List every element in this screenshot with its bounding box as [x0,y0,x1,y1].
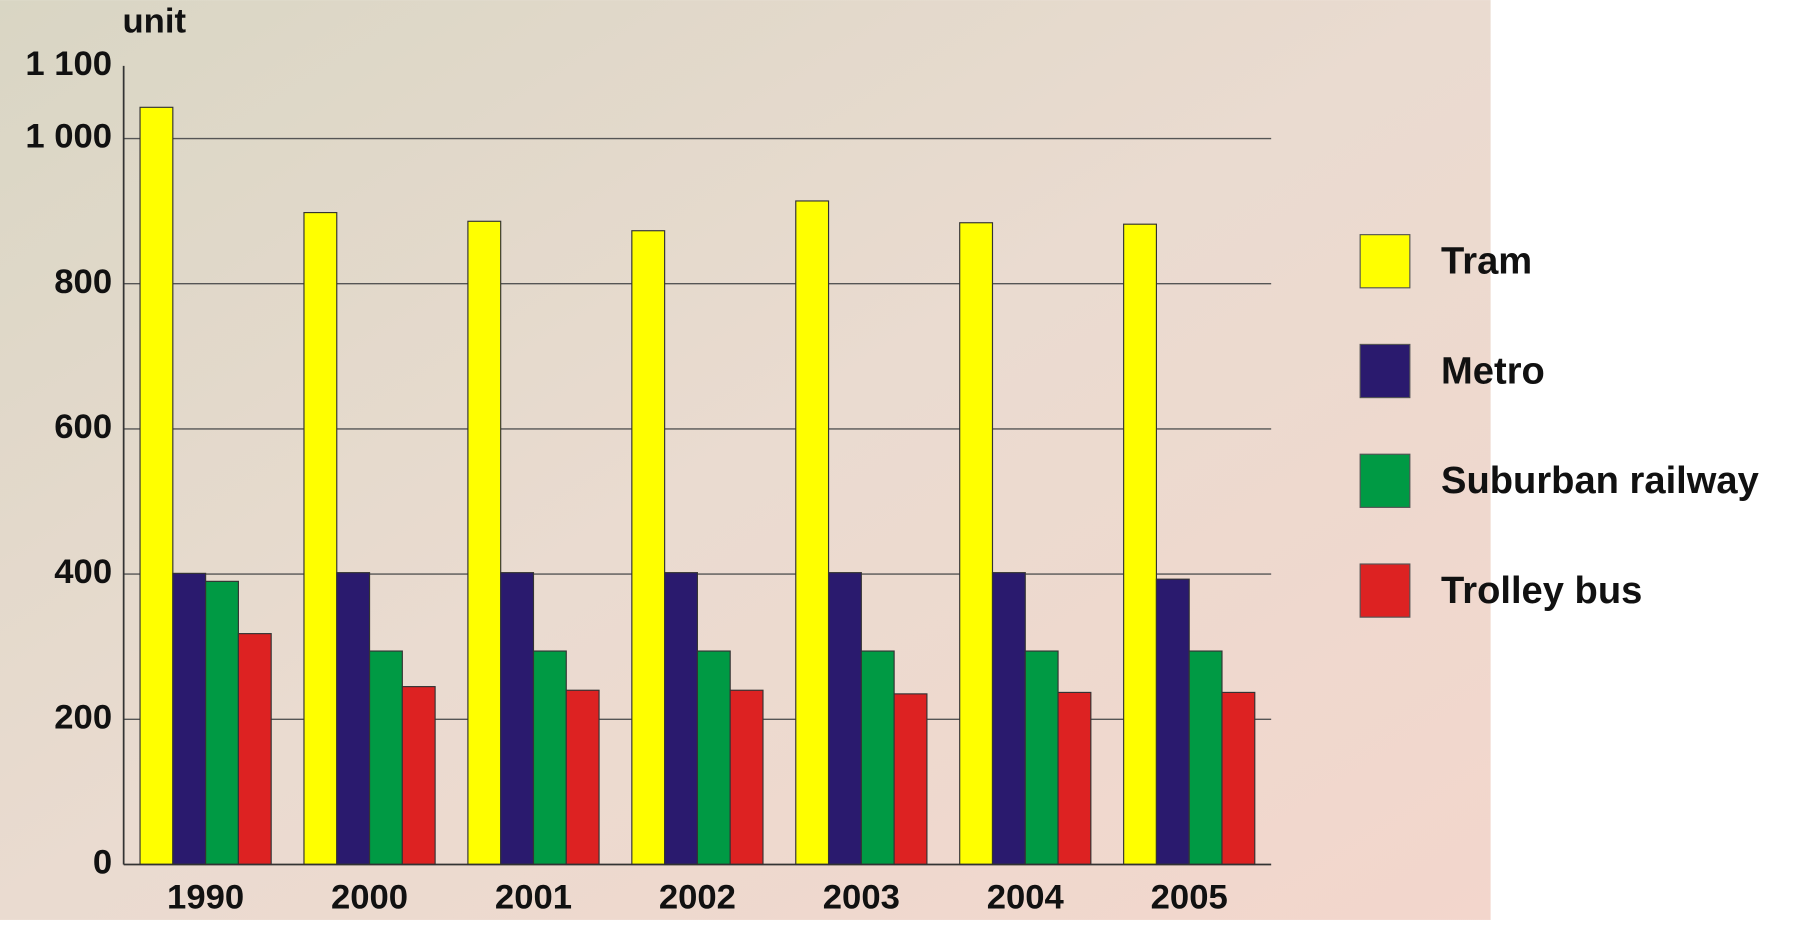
y-tick-label: 1 100 [25,45,112,83]
legend-swatch [1359,343,1411,399]
bar [1188,650,1223,866]
bar [532,650,567,866]
bar [696,650,731,866]
bar [237,633,272,866]
x-tick-label: 2003 [823,878,900,916]
bar [1123,223,1157,866]
bar [959,222,994,866]
legend-swatch [1359,234,1411,289]
bar [368,650,403,866]
y-tick-label: 400 [54,553,112,591]
x-tick-label: 2001 [495,878,572,916]
bar [827,572,862,866]
bar [303,211,338,866]
bar [795,200,830,866]
legend-label: Tram [1441,240,1532,283]
x-tick-label: 2005 [1151,878,1228,916]
background-right [1490,0,1812,920]
y-tick-label: 600 [54,408,112,446]
y-axis-label: unit [122,2,186,40]
bar [991,572,1026,866]
bar [467,220,502,866]
x-tick-label: 2002 [659,878,736,916]
bar [565,689,600,866]
x-tick-label: 1990 [167,878,244,916]
bar [205,580,239,866]
bar [729,689,764,866]
bar [139,106,174,866]
legend-label: Trolley bus [1441,569,1642,612]
bar [1024,650,1059,866]
bar [1155,578,1190,866]
bar [860,650,895,866]
x-tick-label: 2000 [331,878,408,916]
y-tick-label: 200 [54,698,112,736]
bar [1057,691,1092,866]
legend-swatch [1359,453,1411,508]
y-tick-label: 0 [93,844,112,882]
bar [664,572,698,866]
legend-swatch [1359,563,1411,618]
bar [893,693,928,866]
bar [172,572,207,866]
bar [1221,691,1256,866]
y-tick-label: 1 000 [25,118,112,156]
legend-label: Suburban railway [1441,459,1759,502]
x-tick-label: 2004 [987,878,1065,916]
y-tick-label: 800 [54,263,112,301]
legend-label: Metro [1441,349,1545,392]
bar [336,572,371,866]
bar [500,572,535,866]
bar [631,230,666,866]
bar [401,686,436,866]
